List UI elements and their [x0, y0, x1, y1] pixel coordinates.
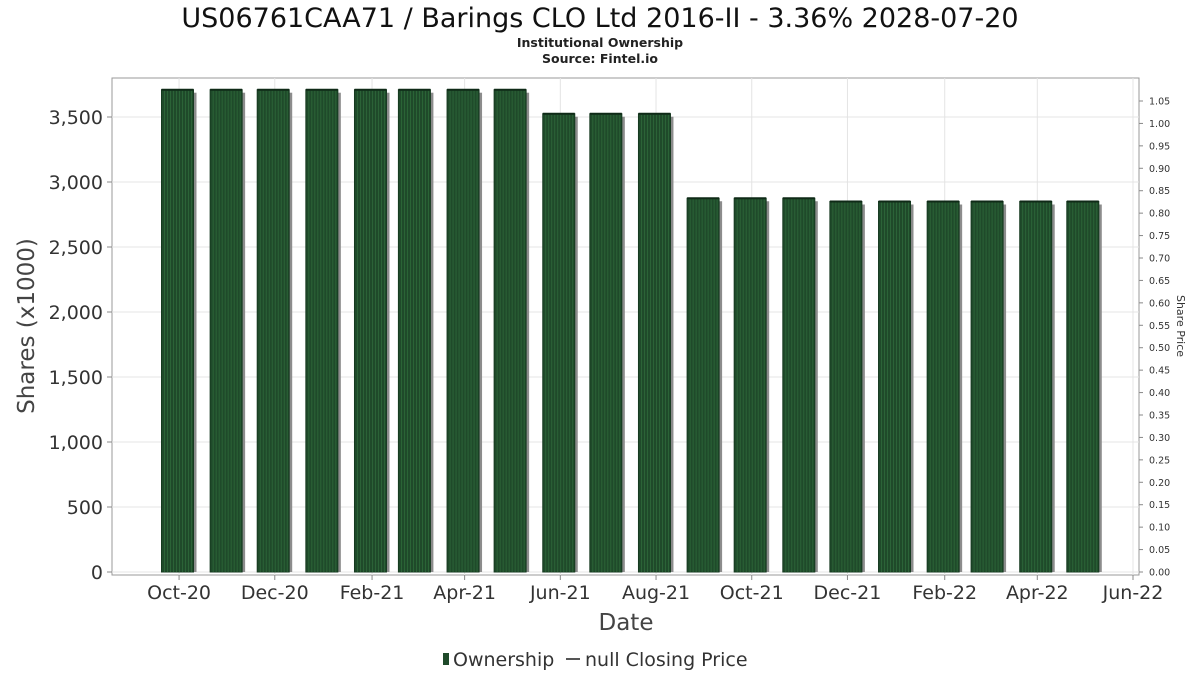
x-tick-label: Oct-21: [720, 582, 784, 604]
y2-tick-label: 0.75: [1149, 231, 1170, 242]
x-axis-label: Date: [599, 610, 654, 636]
x-tick-label: Aug-21: [622, 582, 690, 604]
x-tick-label: Apr-22: [1006, 582, 1069, 604]
x-tick-label: Apr-21: [433, 582, 496, 604]
y2-tick-label: 1.00: [1149, 119, 1170, 130]
y2-tick-label: 0.95: [1149, 141, 1170, 152]
y-axis-ticks: 0 500 1,000 1,500 2,000 2,500 3,000 3,500: [49, 107, 112, 584]
x-tick-label: Feb-22: [912, 582, 977, 604]
legend-label-ownership: Ownership: [453, 649, 554, 671]
y-tick-label: 2,000: [49, 302, 103, 324]
y2-tick-label: 0.70: [1149, 254, 1170, 265]
y2-tick-label: 0.45: [1149, 366, 1170, 377]
y2-tick-label: 0.35: [1149, 411, 1170, 422]
y2-tick-label: 0.20: [1149, 478, 1170, 489]
y-axis-label: Shares (x1000): [14, 238, 40, 414]
bars: [161, 88, 1102, 573]
legend: Ownership null Closing Price: [443, 649, 748, 671]
y-tick-label: 1,500: [49, 367, 103, 389]
y-tick-label: 2,500: [49, 237, 103, 259]
y2-tick-label: 0.55: [1149, 321, 1170, 332]
y2-tick-label: 0.90: [1149, 164, 1170, 175]
chart-source: Source: Fintel.io: [542, 51, 658, 66]
y-tick-label: 1,000: [49, 432, 103, 454]
x-tick-label: Dec-21: [814, 582, 882, 604]
y2-tick-label: 0.00: [1149, 568, 1170, 579]
y2-tick-label: 0.10: [1149, 523, 1170, 534]
y2-tick-label: 0.40: [1149, 388, 1170, 399]
y2-tick-label: 0.15: [1149, 500, 1170, 511]
x-tick-label: Jun-21: [529, 582, 591, 604]
y2-tick-label: 0.65: [1149, 276, 1170, 287]
y-tick-label: 3,000: [49, 172, 103, 194]
chart-title: US06761CAA71 / Barings CLO Ltd 2016-II -…: [181, 3, 1018, 34]
legend-swatch-ownership: [443, 653, 449, 665]
y2-axis-ticks: 0.00 0.05 0.10 0.15 0.20 0.25 0.30 0.35 0.40 0.45…: [1139, 97, 1170, 579]
chart-subtitle: Institutional Ownership: [517, 35, 683, 50]
y2-tick-label: 0.30: [1149, 433, 1170, 444]
x-tick-label: Jun-22: [1102, 582, 1164, 604]
x-tick-label: Dec-20: [241, 582, 309, 604]
y2-tick-label: 0.80: [1149, 209, 1170, 220]
y2-tick-label: 0.50: [1149, 343, 1170, 354]
x-tick-label: Feb-21: [340, 582, 405, 604]
y2-tick-label: 0.85: [1149, 186, 1170, 197]
y-tick-label: 500: [67, 497, 103, 519]
y2-axis-label: Share Price: [1174, 295, 1187, 357]
y-tick-label: 3,500: [49, 107, 103, 129]
y2-tick-label: 1.05: [1149, 97, 1170, 108]
y2-tick-label: 0.05: [1149, 545, 1170, 556]
y2-tick-label: 0.25: [1149, 455, 1170, 466]
y2-tick-label: 0.60: [1149, 298, 1170, 309]
y-tick-label: 0: [91, 562, 103, 584]
x-tick-label: Oct-20: [147, 582, 211, 604]
legend-label-closing-price: null Closing Price: [585, 649, 748, 671]
x-axis-ticks: Oct-20 Dec-20 Feb-21 Apr-21 Jun-21 Aug-21 Oct-…: [147, 575, 1163, 604]
